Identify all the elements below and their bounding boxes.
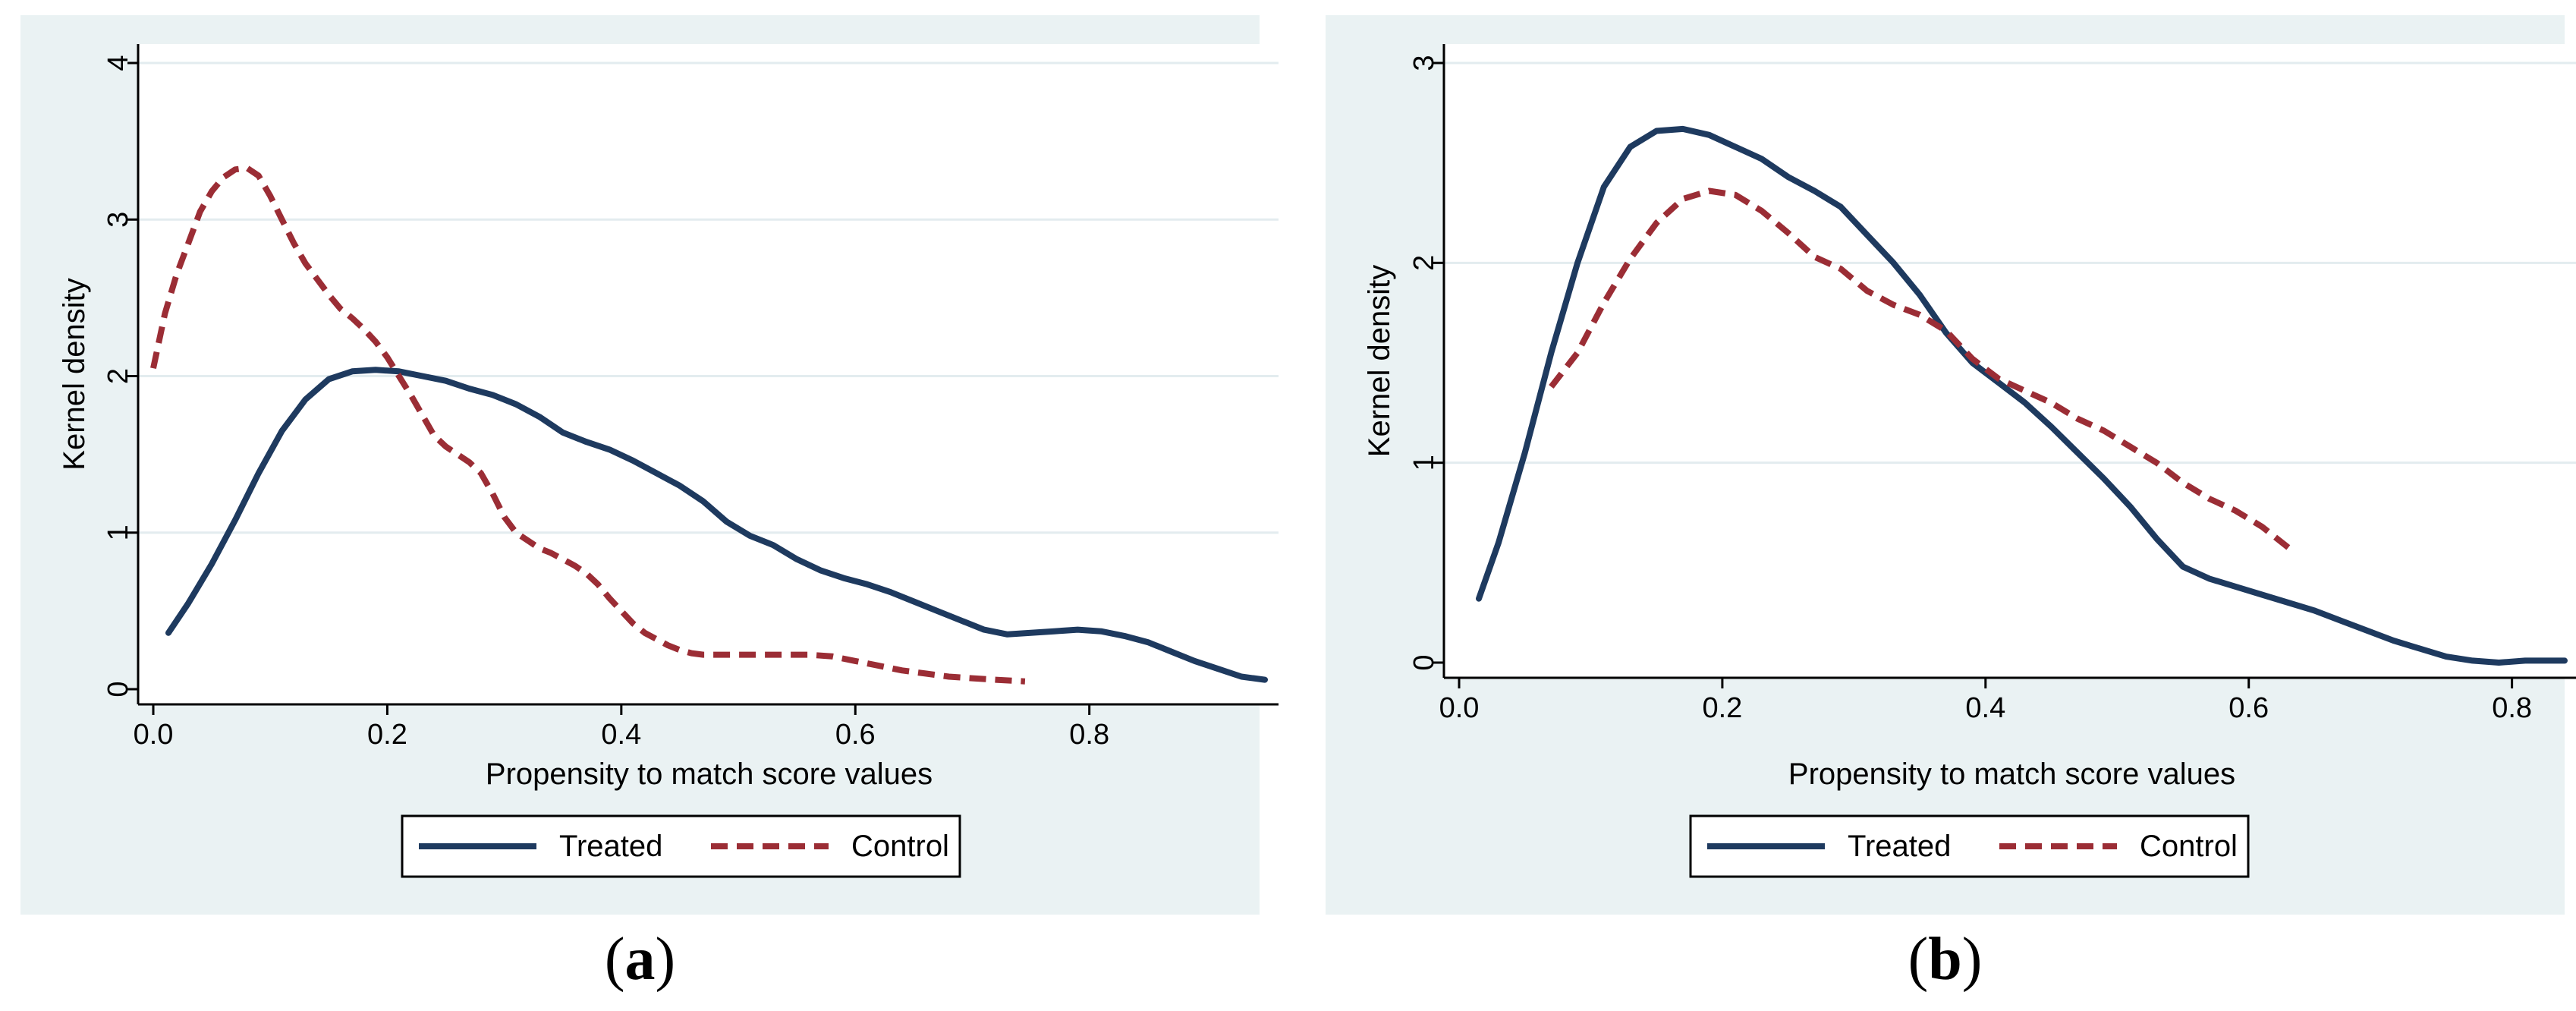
chart-a-x-tick-label: 0.6: [835, 719, 876, 751]
chart-b-legend-label-control: Control: [2140, 830, 2238, 863]
chart-b-legend: Treated Control: [1689, 814, 2250, 878]
chart-b-legend-label-treated: Treated: [1848, 830, 1951, 863]
chart-b-y-axis-title: Kernel density: [1363, 265, 1396, 457]
chart-a-y-tick-label: 1: [102, 524, 134, 540]
chart-a-x-tick-label: 0.4: [601, 719, 641, 751]
chart-b-x-tick-label: 0.2: [1702, 692, 1742, 724]
chart-a-legend-label-control: Control: [851, 830, 949, 863]
chart-b-svg: 0 1 2 3 0.0 0.2 0.4 0.6 0.8 Propensity to match s…: [1326, 15, 2576, 993]
chart-a-svg: 0 1 2 3 4 0.0 0.2 0.4 0.6 0.8 Propensity to match …: [20, 15, 1279, 993]
chart-a-y-axis-title: Kernel density: [58, 278, 91, 470]
chart-b-y-tick-label: 2: [1408, 255, 1440, 271]
chart-a-legend: Treated Control: [401, 814, 961, 878]
chart-a-panel-label: (a): [605, 926, 675, 993]
chart-b-series-control: [1549, 187, 2297, 556]
chart-a-series-control: [150, 165, 1026, 685]
chart-b-x-tick-label: 0.4: [1965, 692, 2005, 724]
chart-panel-b: 0 1 2 3 0.0 0.2 0.4 0.6 0.8 Propensity to match s…: [1288, 0, 2576, 1011]
chart-a-y-tick-label: 2: [102, 368, 134, 384]
chart-b-x-tick-label: 0.0: [1439, 692, 1480, 724]
chart-a-legend-label-treated: Treated: [559, 830, 662, 863]
chart-a-x-axis-title: Propensity to match score values: [486, 757, 933, 791]
chart-b-panel-label: (b): [1908, 926, 1983, 993]
chart-a-y-tick-label: 4: [102, 55, 134, 71]
chart-b-y-tick-label: 1: [1408, 455, 1440, 471]
chart-a-series-treated: [165, 367, 1268, 683]
chart-a-x-tick-label: 0.0: [134, 719, 174, 751]
chart-b-x-axis-title: Propensity to match score values: [1788, 757, 2235, 791]
chart-a-plot-area: [138, 44, 1279, 704]
chart-a-y-tick-label: 3: [102, 212, 134, 228]
chart-a-x-tick-label: 0.8: [1069, 719, 1109, 751]
chart-panel-a: 0 1 2 3 4 0.0 0.2 0.4 0.6 0.8 Propensity to match …: [20, 15, 1279, 993]
chart-b-plot-area: [1444, 44, 2576, 678]
chart-a-x-tick-label: 0.2: [367, 719, 407, 751]
chart-b-y-tick-label: 3: [1408, 55, 1440, 71]
chart-a-y-tick-label: 0: [102, 681, 134, 697]
chart-b-y-tick-label: 0: [1408, 654, 1440, 670]
chart-b-x-tick-label: 0.6: [2228, 692, 2269, 724]
chart-b-x-tick-label: 0.8: [2492, 692, 2532, 724]
chart-b-series-treated: [1476, 125, 2568, 666]
